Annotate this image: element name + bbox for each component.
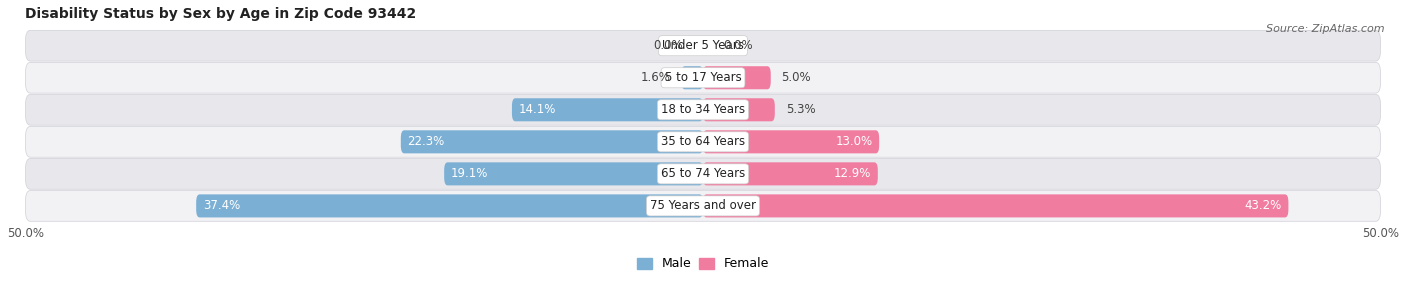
Text: 0.0%: 0.0% [723, 39, 754, 52]
FancyBboxPatch shape [25, 30, 1381, 61]
Text: Source: ZipAtlas.com: Source: ZipAtlas.com [1267, 24, 1385, 34]
FancyBboxPatch shape [25, 62, 1381, 93]
FancyBboxPatch shape [25, 126, 1381, 157]
Text: 22.3%: 22.3% [408, 135, 444, 148]
FancyBboxPatch shape [25, 95, 1381, 125]
Text: 5.0%: 5.0% [782, 71, 811, 84]
Text: 1.6%: 1.6% [641, 71, 671, 84]
Text: 5.3%: 5.3% [786, 103, 815, 116]
FancyBboxPatch shape [444, 162, 703, 185]
Text: 43.2%: 43.2% [1244, 199, 1282, 212]
FancyBboxPatch shape [512, 98, 703, 121]
FancyBboxPatch shape [401, 130, 703, 153]
Text: Disability Status by Sex by Age in Zip Code 93442: Disability Status by Sex by Age in Zip C… [25, 7, 416, 21]
Text: 0.0%: 0.0% [652, 39, 683, 52]
FancyBboxPatch shape [197, 194, 703, 217]
Text: 19.1%: 19.1% [451, 168, 488, 180]
Text: 18 to 34 Years: 18 to 34 Years [661, 103, 745, 116]
FancyBboxPatch shape [703, 162, 877, 185]
FancyBboxPatch shape [703, 98, 775, 121]
Text: Under 5 Years: Under 5 Years [662, 39, 744, 52]
Text: 13.0%: 13.0% [835, 135, 872, 148]
Text: 65 to 74 Years: 65 to 74 Years [661, 168, 745, 180]
Text: 75 Years and over: 75 Years and over [650, 199, 756, 212]
Text: 14.1%: 14.1% [519, 103, 557, 116]
Text: 37.4%: 37.4% [202, 199, 240, 212]
FancyBboxPatch shape [703, 66, 770, 89]
FancyBboxPatch shape [703, 194, 1288, 217]
Text: 12.9%: 12.9% [834, 168, 872, 180]
FancyBboxPatch shape [25, 158, 1381, 189]
Legend: Male, Female: Male, Female [637, 257, 769, 271]
Text: 5 to 17 Years: 5 to 17 Years [665, 71, 741, 84]
Text: 35 to 64 Years: 35 to 64 Years [661, 135, 745, 148]
FancyBboxPatch shape [682, 66, 703, 89]
FancyBboxPatch shape [25, 191, 1381, 221]
FancyBboxPatch shape [703, 130, 879, 153]
